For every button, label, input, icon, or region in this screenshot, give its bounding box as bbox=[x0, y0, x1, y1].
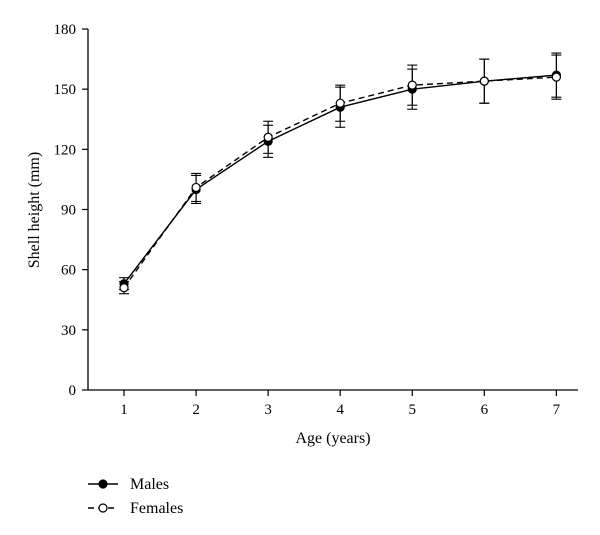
legend-females-label: Females bbox=[130, 500, 183, 517]
legend: Males Females bbox=[88, 476, 183, 517]
y-tick-label: 0 bbox=[69, 383, 77, 399]
legend-item-males: Males bbox=[88, 476, 169, 493]
y-tick-label: 30 bbox=[61, 323, 76, 339]
data-point bbox=[263, 132, 273, 142]
data-point bbox=[191, 182, 201, 193]
x-tick-label: 2 bbox=[192, 402, 200, 418]
x-tick-label: 6 bbox=[481, 402, 489, 418]
x-tick-label: 1 bbox=[120, 402, 128, 418]
y-ticks: 0 30 60 90 120 150 180 bbox=[54, 22, 88, 399]
data-point bbox=[335, 98, 345, 108]
y-tick-label: 180 bbox=[54, 22, 77, 38]
legend-males-marker bbox=[98, 479, 108, 489]
series-females bbox=[119, 54, 562, 295]
x-ticks: 1 2 3 4 5 6 7 bbox=[120, 390, 561, 418]
y-tick-label: 150 bbox=[54, 82, 77, 98]
legend-item-females: Females bbox=[88, 500, 183, 517]
x-axis-label: Age (years) bbox=[295, 430, 370, 447]
legend-males-label: Males bbox=[130, 476, 169, 493]
data-point bbox=[479, 76, 489, 86]
x-tick-label: 7 bbox=[553, 402, 561, 418]
x-tick-label: 3 bbox=[264, 402, 272, 418]
y-axis-label: Shell height (mm) bbox=[26, 152, 43, 268]
y-tick-label: 90 bbox=[61, 203, 76, 219]
data-point bbox=[551, 72, 561, 82]
y-tick-label: 60 bbox=[61, 263, 76, 279]
x-tick-label: 4 bbox=[336, 402, 344, 418]
y-tick-label: 120 bbox=[54, 142, 77, 158]
series-layer bbox=[119, 52, 562, 295]
x-tick-label: 5 bbox=[409, 402, 417, 418]
axes bbox=[87, 29, 578, 391]
legend-females-marker bbox=[98, 503, 108, 513]
data-point bbox=[407, 80, 417, 90]
data-point bbox=[119, 283, 129, 293]
